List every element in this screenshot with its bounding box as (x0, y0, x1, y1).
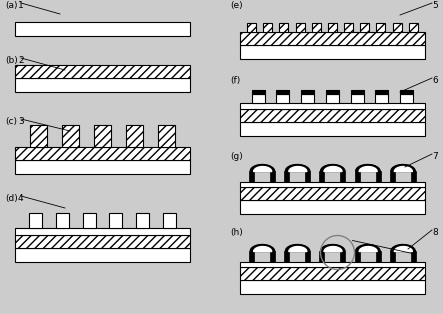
Bar (280, 23, 288, 32)
Bar (252, 90, 265, 94)
Bar (240, 122, 425, 136)
Text: 5: 5 (432, 1, 438, 10)
Bar (240, 187, 425, 200)
Bar (270, 171, 275, 182)
Bar (240, 45, 425, 59)
Bar (326, 90, 339, 94)
Bar (376, 94, 389, 103)
Bar (284, 251, 289, 262)
Bar (400, 94, 413, 103)
Text: 8: 8 (432, 228, 438, 237)
Bar (240, 109, 425, 122)
Bar (263, 23, 272, 32)
Bar (319, 251, 325, 262)
Bar (409, 23, 418, 32)
Bar (341, 251, 346, 262)
Bar (390, 251, 395, 262)
Bar (56, 213, 69, 228)
Bar (360, 23, 369, 32)
Bar (411, 171, 416, 182)
Text: 3: 3 (18, 117, 24, 126)
Bar (158, 125, 175, 147)
Bar (252, 94, 265, 103)
Text: 7: 7 (432, 152, 438, 161)
Bar (319, 171, 325, 182)
Bar (15, 22, 190, 36)
Bar (341, 171, 346, 182)
Bar (62, 125, 79, 147)
Bar (247, 23, 256, 32)
Bar (126, 125, 143, 147)
Bar (390, 171, 395, 182)
Bar (240, 262, 425, 267)
Bar (240, 200, 425, 214)
Bar (312, 23, 321, 32)
Bar (15, 228, 190, 235)
Bar (109, 213, 122, 228)
Bar (270, 251, 275, 262)
Text: 4: 4 (18, 194, 23, 203)
Bar (355, 171, 360, 182)
Bar (15, 160, 190, 174)
Bar (240, 182, 425, 187)
Bar (29, 213, 42, 228)
Bar (295, 23, 305, 32)
Bar (240, 280, 425, 294)
Text: (g): (g) (230, 152, 243, 161)
Bar (351, 94, 364, 103)
Bar (240, 103, 425, 109)
Bar (15, 147, 190, 160)
Bar (82, 213, 96, 228)
Bar (15, 235, 190, 248)
Bar (305, 251, 311, 262)
Bar (249, 171, 254, 182)
Bar (355, 251, 360, 262)
Bar (240, 267, 425, 280)
Bar (284, 171, 289, 182)
Text: (b): (b) (5, 56, 18, 65)
Text: (a): (a) (5, 1, 18, 10)
Bar (392, 23, 402, 32)
Bar (328, 23, 337, 32)
Bar (240, 32, 425, 45)
Bar (400, 90, 413, 94)
Text: (d): (d) (5, 194, 18, 203)
Bar (163, 213, 176, 228)
Bar (15, 248, 190, 262)
Bar (326, 94, 339, 103)
Bar (136, 213, 149, 228)
Text: 6: 6 (432, 76, 438, 85)
Bar (344, 23, 353, 32)
Text: (e): (e) (230, 1, 243, 10)
Bar (376, 171, 381, 182)
Bar (301, 94, 314, 103)
Bar (276, 94, 289, 103)
Bar (377, 23, 385, 32)
Bar (249, 251, 254, 262)
Text: (f): (f) (230, 76, 240, 85)
Bar (15, 78, 190, 92)
Bar (15, 65, 190, 78)
Text: (c): (c) (5, 117, 17, 126)
Bar (351, 90, 364, 94)
Bar (30, 125, 47, 147)
Text: 1: 1 (18, 1, 24, 10)
Bar (411, 251, 416, 262)
Bar (376, 251, 381, 262)
Text: 2: 2 (18, 56, 23, 65)
Bar (94, 125, 111, 147)
Bar (301, 90, 314, 94)
Bar (376, 90, 389, 94)
Bar (305, 171, 311, 182)
Text: (h): (h) (230, 228, 243, 237)
Bar (276, 90, 289, 94)
